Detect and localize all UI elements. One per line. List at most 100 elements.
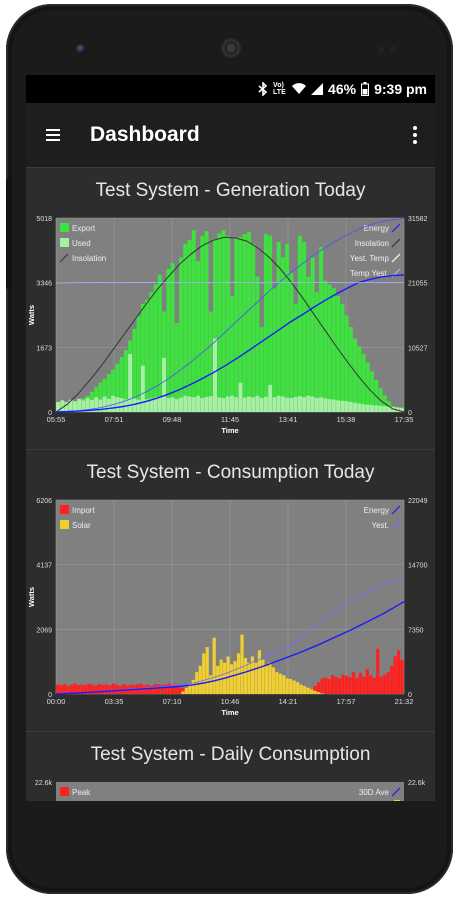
solar-bar	[184, 687, 188, 694]
generation-today-chart[interactable]: 0 0 1673 10527 3346 21055 5018 31582 05:55 07:51 0…	[26, 208, 435, 448]
used-bar	[255, 395, 260, 412]
import-bar	[90, 684, 94, 694]
export-bar	[145, 299, 150, 412]
used-bar	[327, 399, 332, 412]
y2-tick-label: 7350	[408, 627, 424, 634]
import-bar	[80, 684, 84, 694]
import-bar	[156, 684, 161, 694]
y2-tick-label: 21055	[408, 281, 428, 288]
used-bar	[119, 398, 124, 412]
solar-bar	[261, 659, 265, 694]
clock: 9:39 pm	[374, 81, 427, 97]
import-bar	[56, 684, 60, 694]
export-bar	[98, 382, 103, 412]
solar-bar	[303, 686, 307, 694]
y2-tick-label: 14700	[408, 563, 428, 570]
export-bar	[111, 369, 116, 412]
used-bar	[111, 395, 116, 412]
status-bar: Vo) LTE 46% 9:39 pm	[26, 75, 435, 103]
used-bar	[89, 400, 94, 412]
yesterday-energy-line	[55, 218, 405, 413]
used-bar	[297, 396, 302, 412]
solar-bar	[317, 692, 321, 694]
y-tick-label: 1673	[36, 345, 52, 352]
export-bar	[140, 303, 145, 412]
energy-line	[55, 600, 405, 695]
side-button[interactable]	[6, 179, 11, 289]
used-bar	[357, 403, 362, 412]
solar-bar	[230, 664, 234, 694]
daily-consumption-chart[interactable]: 22.6k 22.6k Peak 30D Ave	[26, 772, 435, 801]
solar-bar	[257, 650, 262, 694]
export-bar	[268, 235, 273, 412]
import-bar	[62, 683, 67, 694]
used-bar	[56, 401, 60, 412]
menu-icon[interactable]	[26, 103, 80, 167]
used-bar	[289, 398, 294, 412]
used-bar	[306, 395, 311, 412]
x-tick-label: 07:10	[163, 697, 182, 706]
x-axis-label: Time	[221, 708, 238, 717]
import-bar	[94, 685, 98, 694]
earpiece-speaker	[221, 38, 241, 58]
export-bar	[234, 238, 239, 412]
export-bar	[306, 276, 311, 412]
y-tick-label: 0	[48, 410, 52, 417]
used-bar	[340, 400, 345, 412]
import-bar	[111, 683, 115, 694]
export-bar	[183, 243, 188, 412]
consumption-today-chart[interactable]: 0 0 2069 7350 4137 14700 6206 22049 00:00 03:35 07…	[26, 490, 435, 730]
used-bar	[225, 396, 230, 412]
legend-swatch	[60, 223, 69, 232]
import-bar	[101, 684, 105, 694]
solar-bar	[292, 680, 296, 694]
used-bar	[77, 398, 82, 412]
legend-line	[391, 505, 401, 515]
generation-today-card[interactable]: Test System - Generation Today 0 0 1673 105…	[26, 167, 435, 450]
used-bar	[68, 399, 73, 412]
solar-bar	[240, 634, 244, 694]
used-bar	[191, 397, 196, 412]
export-bar	[132, 328, 137, 412]
import-bar	[393, 656, 397, 694]
used-bar	[259, 398, 264, 412]
export-bar	[242, 234, 247, 412]
legend-label: Energy	[364, 224, 389, 233]
x-tick-label: 15:38	[337, 415, 356, 424]
export-bar	[319, 246, 324, 412]
used-bar	[187, 396, 192, 412]
used-bar	[230, 395, 234, 412]
wifi-icon	[292, 83, 307, 95]
used-bar	[336, 400, 341, 412]
y2-tick-label: 0	[408, 410, 412, 417]
consumption-today-card[interactable]: Test System - Consumption Today 0 0 2069 73…	[26, 449, 435, 732]
used-bar	[302, 397, 307, 412]
used-bar	[153, 397, 158, 412]
import-bar	[348, 677, 352, 694]
used-bar	[285, 397, 290, 412]
x-tick-label: 09:48	[163, 415, 182, 424]
export-bar	[217, 233, 222, 412]
legend-label: Solar	[72, 521, 91, 530]
export-bar	[170, 263, 175, 412]
import-bar	[351, 672, 355, 694]
daily-consumption-title: Test System - Daily Consumption	[90, 744, 371, 765]
x-tick-label: 05:55	[47, 415, 66, 424]
export-bar	[115, 363, 120, 412]
legend-swatch	[60, 238, 69, 247]
solar-bar	[205, 647, 209, 694]
export-bar	[327, 284, 332, 412]
solar-bar	[285, 678, 289, 694]
volte-label: Vo) LTE	[273, 82, 286, 96]
import-bar	[323, 677, 328, 694]
x-tick-label: 11:45	[221, 415, 239, 424]
daily-consumption-card[interactable]: Test System - Daily Consumption 22.6k 22.…	[26, 731, 435, 801]
export-bar	[174, 323, 179, 412]
app-bar: Dashboard	[26, 103, 435, 167]
import-bar	[313, 685, 317, 694]
overflow-menu-icon[interactable]	[395, 103, 435, 167]
import-bar	[369, 675, 373, 694]
y2-tick-label: 31582	[408, 216, 428, 223]
used-bar	[276, 395, 281, 412]
used-bar	[170, 397, 175, 412]
